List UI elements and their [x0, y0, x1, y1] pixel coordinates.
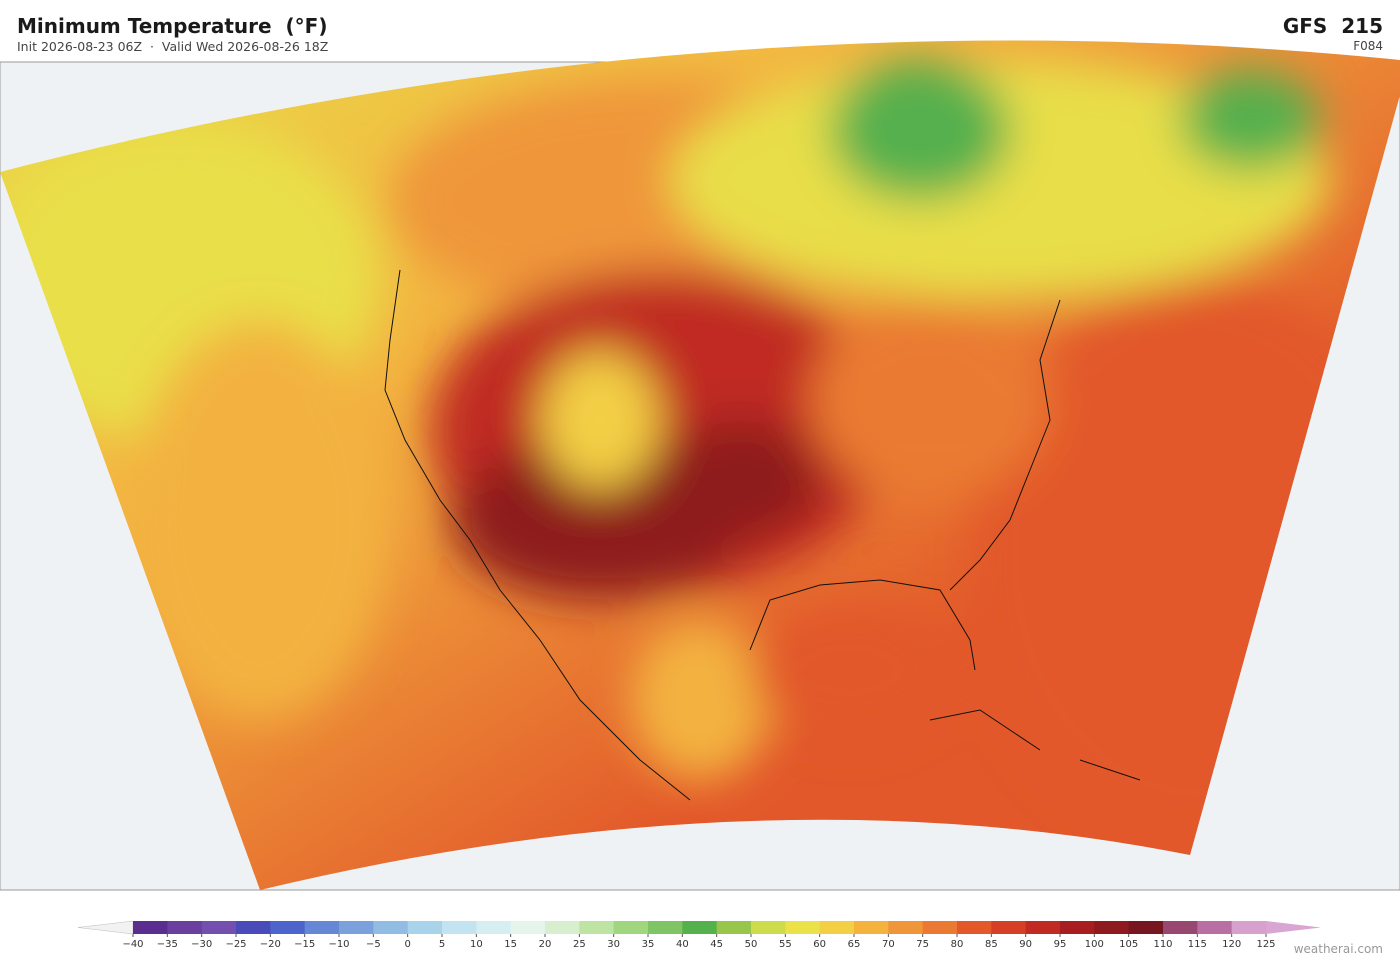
colorbar-tick-label: 125: [1256, 939, 1275, 950]
colorbar-bin: [270, 921, 306, 934]
colorbar-bin: [373, 921, 409, 934]
colorbar-tick-label: 10: [470, 939, 483, 950]
colorbar-bin: [510, 921, 546, 934]
colorbar-tick-label: −40: [122, 939, 143, 950]
colorbar-tick-label: 25: [573, 939, 586, 950]
colorbar-bin: [613, 921, 649, 934]
colorbar-tick-label: 85: [985, 939, 998, 950]
colorbar-bin: [648, 921, 683, 934]
colorbar-tick-label: 100: [1085, 939, 1104, 950]
colorbar-bin: [236, 921, 271, 934]
colorbar-bin: [854, 921, 889, 934]
colorbar-tick-label: 90: [1019, 939, 1032, 950]
colorbar-tick-label: −15: [294, 939, 315, 950]
colorbar-tick-label: 115: [1188, 939, 1207, 950]
colorbar-bin: [167, 921, 203, 934]
colorbar-tick-label: 75: [916, 939, 929, 950]
colorbar-tick-label: 50: [745, 939, 758, 950]
colorbar-tick-label: 60: [813, 939, 826, 950]
title: Minimum Temperature (°F): [17, 14, 328, 38]
colorbar-under: [77, 920, 134, 935]
colorbar-tick-label: 95: [1054, 939, 1067, 950]
colorbar-bin: [407, 921, 443, 934]
colorbar-tick-label: 80: [951, 939, 964, 950]
colorbar-tick-label: −25: [225, 939, 246, 950]
colorbar-tick-label: 5: [439, 939, 445, 950]
colorbar-tick-label: −35: [157, 939, 178, 950]
colorbar-bin: [819, 921, 855, 934]
colorbar-bin: [545, 921, 580, 934]
colorbar-bin: [751, 921, 786, 934]
colorbar-bin: [133, 921, 168, 934]
forecast-hour: F084: [1353, 39, 1383, 53]
watermark: weatherai.com: [1293, 942, 1383, 956]
colorbar-bin: [476, 921, 512, 934]
colorbar-bin: [1163, 921, 1198, 934]
subtitle: Init 2026-08-23 06Z · Valid Wed 2026-08-…: [17, 39, 329, 54]
colorbar-bin: [716, 921, 752, 934]
colorbar-bin: [957, 921, 992, 934]
colorbar-tick-label: −10: [328, 939, 349, 950]
colorbar-bin: [1197, 921, 1233, 934]
colorbar-bin: [1094, 921, 1130, 934]
colorbar-tick-label: −5: [366, 939, 381, 950]
colorbar-bin: [579, 921, 615, 934]
temperature-field: [0, 40, 1400, 891]
colorbar-tick-label: 55: [779, 939, 792, 950]
colorbar-bin: [201, 921, 237, 934]
colorbar-tick-label: 15: [504, 939, 517, 950]
colorbar-bin: [442, 921, 477, 934]
colorbar-tick-label: −30: [191, 939, 212, 950]
model-label: GFS 215: [1282, 14, 1383, 38]
colorbar-bin: [1231, 921, 1267, 934]
colorbar-tick-label: 35: [642, 939, 655, 950]
colorbar-tick-label: 120: [1222, 939, 1241, 950]
colorbar-bin: [888, 921, 924, 934]
colorbar-bin: [1060, 921, 1095, 934]
colorbar-bin: [1025, 921, 1061, 934]
colorbar-tick-label: 20: [539, 939, 552, 950]
colorbar-tick-label: 65: [848, 939, 861, 950]
colorbar-bin: [1128, 921, 1164, 934]
colorbar-bin: [304, 921, 340, 934]
colorbar-bin: [682, 921, 718, 934]
colorbar-tick-label: 40: [676, 939, 689, 950]
colorbar-tick-label: −20: [260, 939, 281, 950]
colorbar-tick-label: 70: [882, 939, 895, 950]
colorbar-bin: [785, 921, 821, 934]
colorbar-tick-label: 0: [404, 939, 410, 950]
colorbar-bin: [991, 921, 1027, 934]
colorbar-tick-label: 45: [710, 939, 723, 950]
coastlines: [384, 269, 1141, 801]
colorbar-tick-label: 30: [607, 939, 620, 950]
colorbar-over: [1266, 921, 1321, 934]
colorbar-tick-label: 105: [1119, 939, 1138, 950]
colorbar-bin: [339, 921, 374, 934]
colorbar-bin: [922, 921, 958, 934]
colorbar-tick-label: 110: [1153, 939, 1172, 950]
